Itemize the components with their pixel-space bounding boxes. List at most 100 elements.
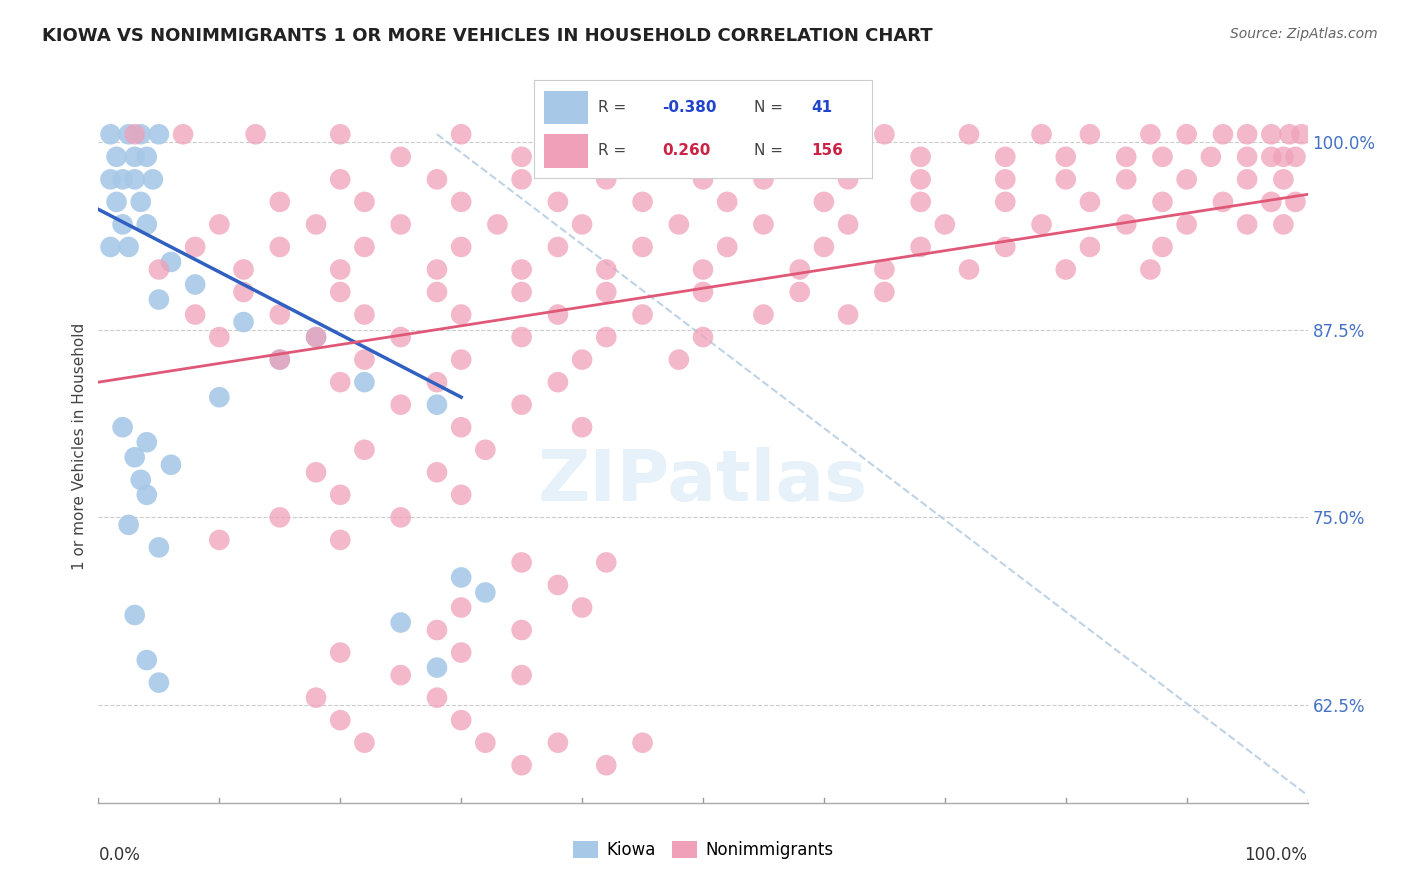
Point: [1260, 128, 1282, 142]
Point: [232, 285, 254, 299]
Point: [474, 442, 496, 457]
Text: 0.0%: 0.0%: [98, 846, 141, 863]
Point: [426, 172, 449, 186]
Text: N =: N =: [754, 100, 787, 115]
Point: [1236, 172, 1258, 186]
Point: [160, 458, 183, 472]
Point: [813, 240, 835, 254]
Point: [389, 615, 412, 630]
Point: [353, 442, 375, 457]
Point: [571, 600, 593, 615]
Point: [910, 172, 932, 186]
Point: [329, 285, 352, 299]
Point: [389, 510, 412, 524]
Point: [208, 218, 231, 232]
Point: [1139, 128, 1161, 142]
Point: [1278, 128, 1301, 142]
Point: [1260, 150, 1282, 164]
Point: [1152, 150, 1174, 164]
Point: [1291, 128, 1313, 142]
Point: [631, 308, 654, 322]
Point: [269, 194, 291, 209]
Text: 156: 156: [811, 144, 842, 159]
Point: [595, 758, 617, 772]
Point: [329, 533, 352, 547]
Point: [389, 668, 412, 682]
Point: [269, 352, 291, 367]
Text: 100.0%: 100.0%: [1244, 846, 1308, 863]
Point: [450, 420, 472, 434]
Point: [450, 646, 472, 660]
Point: [1175, 218, 1198, 232]
Point: [1175, 128, 1198, 142]
Point: [426, 262, 449, 277]
Point: [692, 285, 714, 299]
Point: [389, 330, 412, 344]
Point: [1139, 262, 1161, 277]
Point: [118, 517, 141, 532]
Point: [305, 465, 328, 479]
Point: [595, 285, 617, 299]
Point: [329, 713, 352, 727]
Point: [450, 194, 472, 209]
Point: [1152, 194, 1174, 209]
Point: [208, 390, 231, 404]
Point: [571, 218, 593, 232]
Point: [269, 510, 291, 524]
Point: [100, 172, 122, 186]
Point: [547, 375, 569, 389]
Point: [208, 330, 231, 344]
Point: [129, 194, 152, 209]
Point: [595, 262, 617, 277]
Point: [716, 194, 738, 209]
Point: [245, 128, 267, 142]
Point: [1078, 240, 1101, 254]
Point: [510, 398, 533, 412]
Point: [1115, 218, 1137, 232]
Point: [305, 330, 328, 344]
Point: [1078, 194, 1101, 209]
Point: [142, 172, 165, 186]
Point: [148, 128, 170, 142]
Point: [111, 172, 134, 186]
Point: [752, 172, 775, 186]
Point: [789, 285, 811, 299]
Point: [668, 218, 690, 232]
Point: [789, 128, 811, 142]
Point: [111, 420, 134, 434]
Point: [957, 128, 980, 142]
Point: [1236, 150, 1258, 164]
Point: [1054, 172, 1077, 186]
Point: [305, 218, 328, 232]
Point: [1031, 128, 1053, 142]
Point: [994, 240, 1017, 254]
Point: [910, 194, 932, 209]
Point: [510, 262, 533, 277]
Point: [595, 330, 617, 344]
Text: Source: ZipAtlas.com: Source: ZipAtlas.com: [1230, 27, 1378, 41]
Bar: [544, 134, 588, 168]
Point: [547, 578, 569, 592]
Point: [547, 240, 569, 254]
Point: [353, 352, 375, 367]
Point: [450, 600, 472, 615]
Point: [135, 150, 157, 164]
Point: [486, 218, 509, 232]
Text: 0.260: 0.260: [662, 144, 711, 159]
Legend: Kiowa, Nonimmigrants: Kiowa, Nonimmigrants: [567, 834, 839, 866]
Point: [837, 172, 859, 186]
Point: [934, 218, 956, 232]
Point: [124, 607, 146, 622]
Point: [426, 690, 449, 705]
Point: [510, 668, 533, 682]
Point: [148, 675, 170, 690]
Point: [111, 218, 134, 232]
Point: [426, 465, 449, 479]
Y-axis label: 1 or more Vehicles in Household: 1 or more Vehicles in Household: [72, 322, 87, 570]
Point: [105, 150, 128, 164]
Point: [595, 556, 617, 570]
Point: [837, 218, 859, 232]
Point: [353, 308, 375, 322]
Point: [1115, 150, 1137, 164]
Point: [305, 330, 328, 344]
